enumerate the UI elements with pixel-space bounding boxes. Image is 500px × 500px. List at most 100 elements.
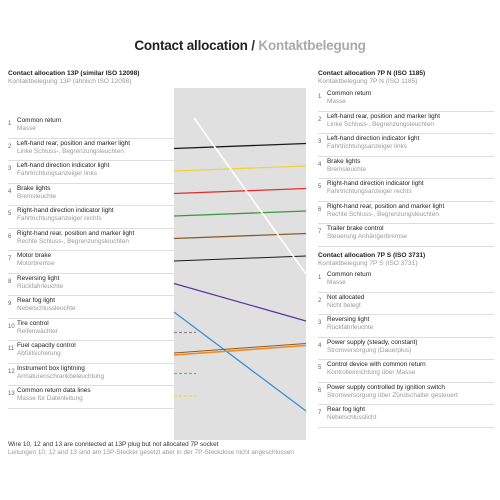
wire-8-violet (173, 282, 307, 322)
pin-number: 10 (8, 323, 15, 330)
pin-number: 5 (318, 365, 322, 371)
row-divider (8, 407, 174, 409)
pin-label-de: Steuerung Anhängerbremse (327, 233, 407, 240)
pin-number: 13 (8, 391, 15, 397)
diagram-title: Contact allocation / Kontaktbelegung (0, 38, 500, 53)
pin-label-de: Reifenwächter (17, 327, 58, 335)
pin-label: Brake lights Bremsleuchte (17, 184, 56, 201)
pin-number: 7 (318, 229, 322, 235)
row-divider (8, 160, 174, 161)
right-7n-pin-2: 2 Left-hand rear, position and marker lig… (318, 112, 494, 133)
row-divider (318, 381, 494, 383)
left-pin-3: 3 Left-hand direction indicator light Fahr… (8, 161, 174, 182)
pin-label-en: Right-hand direction indicator light (327, 180, 424, 187)
pin-label-de: Rechte Schluss-, Begrenzungsleuchten (327, 210, 439, 218)
pin-label-en: Common return (17, 117, 62, 124)
left-pin-7: 7 Motor brake Motorbremse (8, 251, 174, 272)
pin-number: 1 (8, 121, 12, 127)
wire-6-brown (173, 232, 307, 240)
pin-label-en: Right-hand rear, position and marker lig… (17, 229, 135, 237)
right-7n-pin-7: 7 Trailer brake control Steuerung Anhänger… (318, 224, 494, 245)
pin-label: Right-hand direction indicator light Fahr… (327, 179, 424, 196)
pin-number: 6 (8, 233, 12, 240)
pin-label-en: Not allocated (327, 293, 365, 301)
pin-label: Common return Masse (327, 89, 371, 106)
row-divider (318, 155, 494, 157)
pin-label: Common return Masse (17, 116, 61, 133)
pin-label-en: Common return (327, 90, 372, 97)
pin-number: 3 (8, 166, 12, 172)
right-7s-pin-6: 6 Power supply controlled by ignition swi… (318, 383, 494, 404)
pin-label-de: Armaturenschrankbeleuchtung (17, 372, 105, 380)
pin-label-en: Left-hand rear, position and marker ligh… (327, 112, 440, 120)
left-pin-6: 6 Right-hand rear, position and marker li… (8, 229, 174, 250)
pin-number: 7 (8, 256, 12, 262)
left-pin-12: 12 Instrument box lightning Armaturenschra… (8, 364, 174, 385)
pin-label: Left-hand direction indicator light Fahrt… (17, 161, 109, 178)
pin-label: Rear fog light Nebelschlussleuchte (17, 296, 76, 313)
pin-label-de: Fahrtrichtungsanzeiger rechts (327, 188, 412, 195)
left-pin-4: 4 Brake lights Bremsleuchte (8, 184, 174, 205)
pin-label-de: Stromversorgung über Zündschalter gesteu… (327, 391, 458, 399)
left-pin-9: 9 Rear fog light Nebelschlussleuchte (8, 296, 174, 317)
pin-label-de: Rückfahrleuchte (17, 282, 64, 290)
right-7s-pin-7: 7 Rear fog light Nebelschlusslicht (318, 405, 494, 426)
row-divider (8, 272, 174, 274)
left-pin-2: 2 Left-hand rear, position and marker lig… (8, 139, 174, 160)
pin-label-en: Instrument box lightning (17, 364, 85, 372)
pin-label-de: Masse (17, 125, 36, 132)
left-pin-8: 8 Reversing light Rückfahrleuchte (8, 274, 174, 295)
row-divider (8, 182, 174, 184)
left-pin-13: 13 Common return data lines Masse für Date… (8, 386, 174, 407)
pin-number: 1 (318, 94, 322, 100)
pin-label: Rear fog light Nebelschlusslicht (327, 405, 376, 422)
title-separator: / (251, 38, 255, 53)
right-7n-pin-5: 5 Right-hand direction indicator light Fah… (318, 179, 494, 200)
pin-label-en: Motor brake (17, 252, 52, 259)
pin-number: 11 (8, 346, 15, 352)
pin-label-en: Reversing light (17, 274, 60, 282)
row-divider (8, 227, 174, 229)
pin-label-de: Rechte Schluss-, Begrenzungsleuchten (17, 237, 129, 245)
pin-label: Power supply (steady, constant) Stromvers… (327, 338, 417, 355)
right-7n-pin-1: 1 Common return Masse (318, 89, 494, 110)
pin-label: Reversing light Rückfahrleuchte (17, 274, 63, 291)
pin-label-de: Linke Schluss-, Begrenzungsleuchten (17, 147, 124, 155)
wire-11-orange (173, 344, 307, 356)
pin-label: Reversing light Rückfahrleuchte (327, 315, 373, 332)
row-divider (8, 295, 174, 296)
wire-5-green (173, 210, 307, 217)
pin-number: 4 (8, 188, 12, 195)
pin-label-de: Nicht belegt (327, 301, 361, 309)
pin-number: 3 (318, 320, 322, 326)
pin-label-en: Right-hand rear, position and marker lig… (327, 202, 445, 210)
pin-label: Common return data lines Masse für Datenl… (17, 386, 91, 403)
row-divider (8, 385, 174, 386)
right-7n-pin-6: 6 Right-hand rear, position and marker li… (318, 202, 494, 223)
pin-label-de: Rückfahrleuchte (327, 324, 374, 331)
pin-label-de: Masse für Datenleitung (17, 395, 83, 402)
left-pin-5: 5 Right-hand direction indicator light Fah… (8, 206, 174, 227)
pin-label: Left-hand rear, position and marker ligh… (327, 112, 440, 129)
connector-band (174, 88, 306, 440)
pin-label-en: Power supply controlled by ignition swit… (327, 383, 445, 391)
pin-label: Instrument box lightning Armaturenschrank… (17, 364, 104, 381)
pin-label: Right-hand direction indicator light Fahr… (17, 206, 114, 223)
row-divider (318, 359, 494, 360)
pin-label-de: Stromversorgung (Dauerplus) (327, 346, 412, 354)
pin-label-en: Left-hand direction indicator light (17, 162, 110, 169)
row-divider (318, 110, 494, 112)
pin-label-de: Fahrtrichtungsanzeiger links (327, 143, 407, 150)
right-7s-header-en: Contact allocation 7P S (ISO 3731) (318, 252, 426, 259)
pin-label-en: Control device with common return (327, 361, 426, 368)
pin-number: 2 (8, 143, 12, 150)
left-pin-10: 10 Tire control Reifenwächter (8, 319, 174, 340)
row-divider (318, 223, 494, 224)
right-7s-pin-3: 3 Reversing light Rückfahrleuchte (318, 315, 494, 336)
pin-label-de: Bremsleuchte (17, 192, 57, 200)
row-divider (8, 362, 174, 364)
pin-number: 4 (318, 161, 322, 168)
row-divider (8, 340, 174, 341)
right-7s-pin-2: 2 Not allocated Nicht belegt (318, 293, 494, 314)
pin-label: Not allocated Nicht belegt (327, 293, 364, 310)
